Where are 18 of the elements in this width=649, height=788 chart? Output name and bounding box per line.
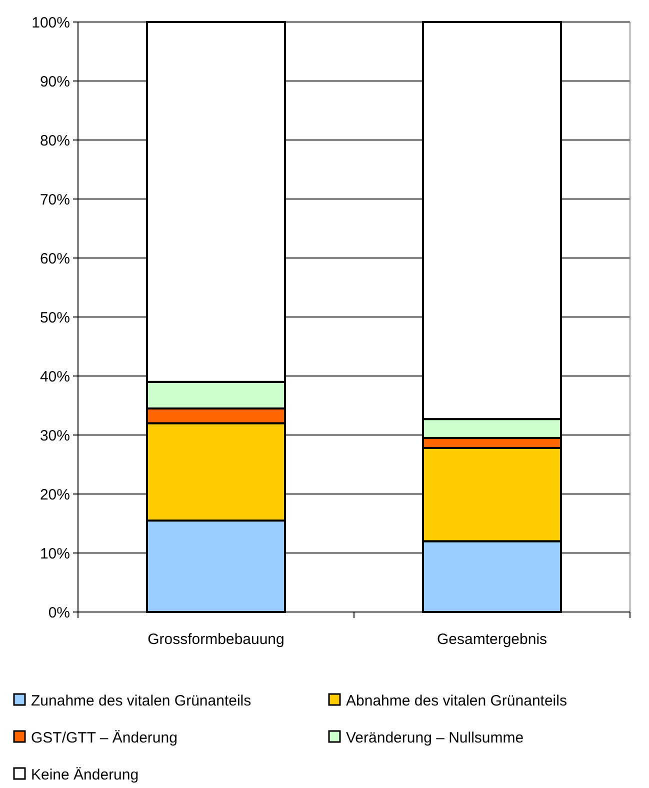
y-tick-label: 40% (40, 368, 70, 386)
legend-label: Zunahme des vitalen Grünanteils (31, 692, 252, 710)
legend-label: Veränderung – Nullsumme (346, 729, 524, 746)
legend-label: Abnahme des vitalen Grünanteils (346, 692, 567, 710)
y-tick-label: 20% (40, 486, 70, 504)
x-tick-label: Grossformbebauung (148, 631, 284, 648)
y-tick-label: 10% (40, 545, 70, 562)
y-tick-label: 30% (40, 427, 70, 444)
y-tick-label: 60% (40, 250, 70, 268)
y-tick-label: 90% (40, 73, 70, 90)
legend-label: Keine Änderung (31, 766, 139, 784)
y-tick-label: 0% (48, 604, 70, 622)
y-tick-label: 80% (40, 132, 70, 150)
legend-label: GST/GTT – Änderung (31, 729, 178, 746)
y-tick-label: 70% (40, 191, 70, 208)
y-tick-label: 100% (32, 14, 70, 32)
y-tick-label: 50% (40, 309, 70, 326)
x-tick-label: Gesamtergebnis (436, 631, 548, 648)
